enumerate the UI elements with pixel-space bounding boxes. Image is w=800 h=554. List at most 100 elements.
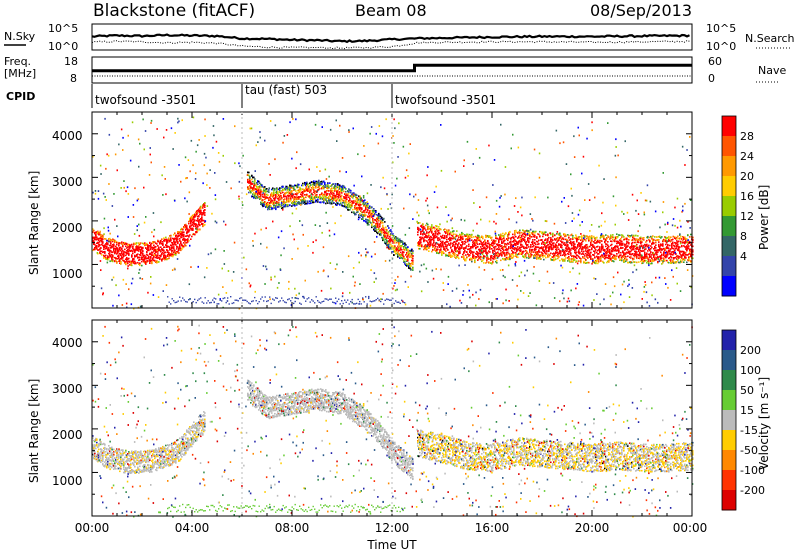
data-cell [521,231,523,234]
data-cell [184,244,186,246]
data-cell [299,187,301,190]
data-cell [483,250,485,252]
data-cell [446,245,448,248]
data-cell [104,252,106,254]
data-cell [315,199,317,201]
data-cell [448,254,450,256]
data-cell [184,238,186,240]
data-cell [447,233,449,236]
data-cell [188,220,190,223]
data-cell [482,259,484,262]
data-cell [619,257,621,259]
data-cell [470,252,472,254]
data-cell [298,191,300,193]
data-cell [491,242,493,245]
data-cell [182,234,184,237]
data-cell [446,241,448,243]
data-cell [482,237,484,240]
data-cell [482,242,484,244]
data-cell [112,254,114,257]
data-cell [495,236,497,238]
data-cell [412,267,414,270]
data-cell [168,239,170,241]
data-cell [426,231,428,233]
data-cell [257,193,259,196]
data-cell [100,236,102,238]
data-cell [177,235,179,238]
data-cell [169,253,171,256]
data-cell [544,250,546,252]
data-cell [481,256,483,258]
data-cell [469,254,471,256]
data-cell [354,205,356,208]
data-cell [271,199,273,202]
data-cell [194,223,196,225]
data-cell [251,190,253,192]
data-cell [499,248,501,250]
data-cell [160,250,162,253]
data-cell [339,188,341,190]
data-cell [480,240,482,243]
data-cell [338,191,340,194]
data-cell [424,236,426,238]
data-cell [575,234,577,237]
data-cell [486,251,488,254]
data-cell [390,240,392,242]
data-cell [146,242,148,245]
data-cell [388,245,390,248]
data-cell [294,202,296,205]
data-cell [359,200,361,202]
data-cell [247,171,249,174]
data-cell [248,182,250,184]
data-cell [357,199,359,202]
data-cell [101,241,103,243]
freq-label-line1: Freq. [4,55,31,68]
data-cell [480,246,482,248]
data-cell [107,255,109,257]
data-cell [356,202,358,205]
data-cell [350,195,352,197]
data-cell [371,206,373,209]
data-cell [404,258,406,260]
data-cell [124,242,126,244]
data-cell [621,236,623,238]
data-cell [304,194,306,196]
data-cell [490,262,492,264]
data-cell [390,238,392,241]
data-cell [279,199,281,201]
data-cell [342,202,344,204]
data-cell [147,244,149,246]
data-cell [468,243,470,246]
data-cell [388,227,390,229]
data-cell [322,195,324,197]
data-cell [338,186,340,188]
data-cell [169,235,171,237]
data-cell [268,189,270,191]
data-cell [491,262,493,264]
data-cell [343,201,345,204]
data-cell [318,182,320,184]
noise-right-tick-bottom: 10^0 [706,40,736,53]
data-cell [293,199,295,202]
data-cell [144,244,146,247]
data-cell [375,227,377,229]
data-cell [286,201,288,203]
data-cell [168,253,170,256]
data-cell [377,214,379,217]
data-cell [282,201,284,203]
data-cell [515,229,517,232]
data-cell [441,237,443,239]
data-cell [128,257,130,260]
data-cell [259,186,261,189]
data-cell [248,171,250,174]
data-cell [378,214,380,216]
data-cell [140,254,142,257]
data-cell [165,244,167,246]
data-cell [442,251,444,253]
data-cell [101,243,103,246]
data-cell [316,199,318,202]
data-cell [303,200,305,202]
data-cell [296,203,298,205]
data-cell [559,237,561,240]
data-cell [474,244,476,247]
